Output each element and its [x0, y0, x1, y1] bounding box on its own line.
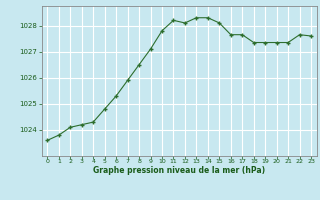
- X-axis label: Graphe pression niveau de la mer (hPa): Graphe pression niveau de la mer (hPa): [93, 166, 265, 175]
